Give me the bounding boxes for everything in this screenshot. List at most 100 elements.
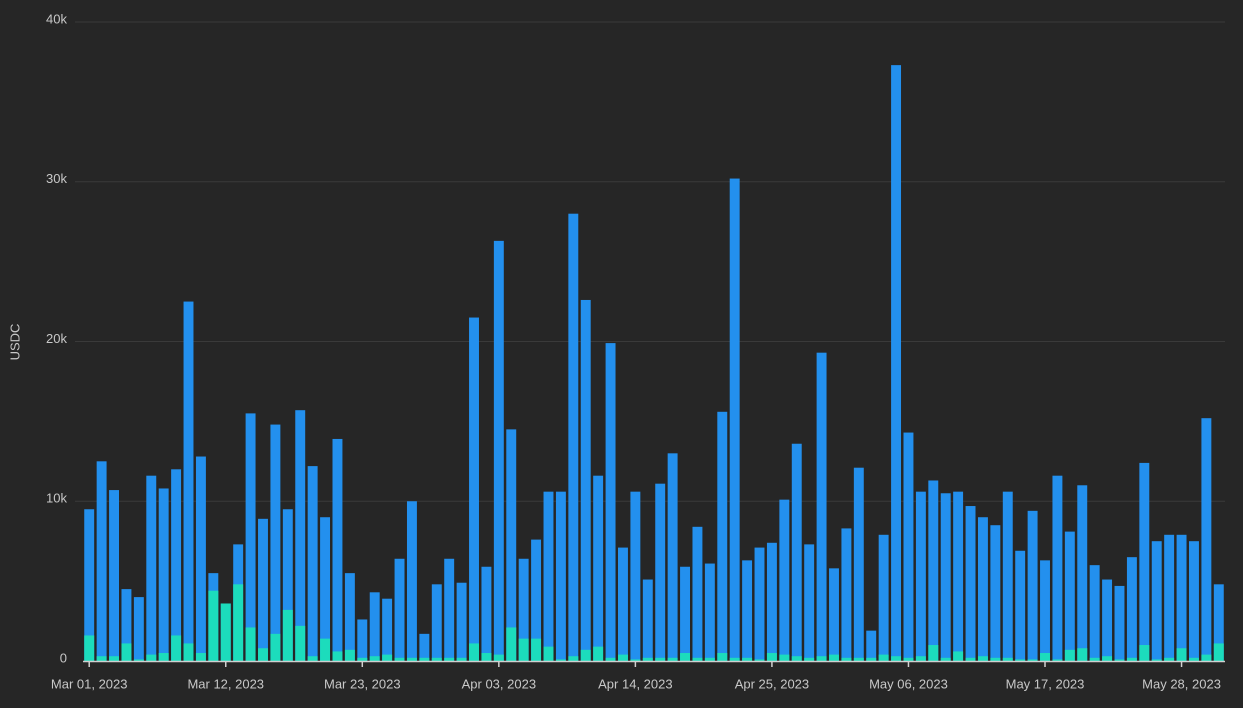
bar [605, 343, 616, 661]
bar [1077, 485, 1088, 661]
bar [208, 590, 219, 661]
bar [121, 589, 132, 661]
bar [493, 654, 504, 661]
bar [655, 657, 666, 661]
bar [779, 654, 790, 661]
bar [1089, 565, 1100, 661]
bar [394, 558, 405, 661]
bar [804, 657, 815, 661]
bar [1164, 657, 1175, 661]
bar [469, 643, 479, 661]
bar [977, 517, 988, 661]
bar [605, 657, 616, 661]
bar [829, 654, 839, 661]
bar [332, 651, 343, 661]
bar [481, 566, 492, 661]
x-tick-label: May 06, 2023 [869, 676, 948, 691]
bar [344, 573, 355, 661]
bar [940, 493, 951, 661]
bar [841, 528, 852, 661]
bar [1151, 659, 1162, 661]
bar [456, 657, 467, 661]
bar [704, 657, 715, 661]
bar [729, 178, 740, 661]
bar [1040, 653, 1050, 661]
bar [717, 653, 728, 661]
bar [953, 651, 964, 661]
bar [680, 653, 690, 661]
bar [531, 638, 542, 661]
bar [270, 424, 281, 661]
bar [1189, 657, 1199, 661]
bar [915, 656, 926, 661]
bar [195, 456, 206, 661]
bar [804, 544, 815, 661]
bar [1102, 656, 1113, 661]
bar [1164, 534, 1175, 661]
x-tick-label: Mar 01, 2023 [51, 676, 128, 691]
bar [692, 657, 703, 661]
bar [431, 657, 442, 661]
bar [866, 630, 877, 661]
bar [816, 352, 827, 661]
bar [928, 645, 939, 661]
y-axis-label: USDC [7, 324, 22, 361]
bar [195, 653, 206, 661]
bar [295, 625, 306, 661]
bar [667, 453, 678, 661]
bar [357, 619, 368, 661]
x-tick-label: Apr 25, 2023 [735, 676, 809, 691]
bar [717, 411, 728, 661]
bar [990, 657, 1001, 661]
bar [618, 654, 628, 661]
bar [667, 657, 678, 661]
bar [1027, 510, 1038, 661]
bar [543, 491, 554, 661]
bar [580, 649, 591, 661]
bar [282, 509, 293, 661]
bar [618, 547, 628, 661]
bar [1213, 584, 1224, 661]
bar [555, 659, 566, 661]
bar [953, 491, 964, 661]
bar [1176, 648, 1187, 661]
bar [1064, 649, 1075, 661]
bar [1040, 560, 1050, 661]
bar [506, 627, 517, 661]
bar [593, 646, 604, 661]
bar [779, 499, 790, 661]
bar [307, 656, 318, 661]
bar [1102, 579, 1113, 661]
bar [444, 657, 455, 661]
bar [1064, 531, 1075, 661]
bar [1114, 659, 1125, 661]
bar [96, 656, 107, 661]
bar [990, 525, 1001, 661]
bar [518, 638, 529, 661]
bar [853, 657, 864, 661]
bar [1077, 648, 1088, 661]
bar [357, 657, 368, 661]
bar [766, 653, 777, 661]
bar [903, 432, 914, 661]
y-tick-label: 0 [60, 650, 67, 665]
bar [406, 501, 417, 661]
bar [295, 410, 306, 661]
bar [369, 592, 380, 661]
bar [568, 656, 579, 661]
bar [1213, 643, 1224, 661]
bar [742, 657, 753, 661]
bar [382, 598, 393, 661]
bar [258, 518, 268, 661]
bar [866, 657, 877, 661]
bar [270, 633, 281, 661]
bar [133, 659, 144, 661]
bar [754, 659, 765, 661]
bar [742, 560, 753, 661]
bar [977, 656, 988, 661]
bar [555, 491, 566, 661]
bar [642, 579, 653, 661]
bar [394, 657, 405, 661]
bar [158, 488, 169, 661]
